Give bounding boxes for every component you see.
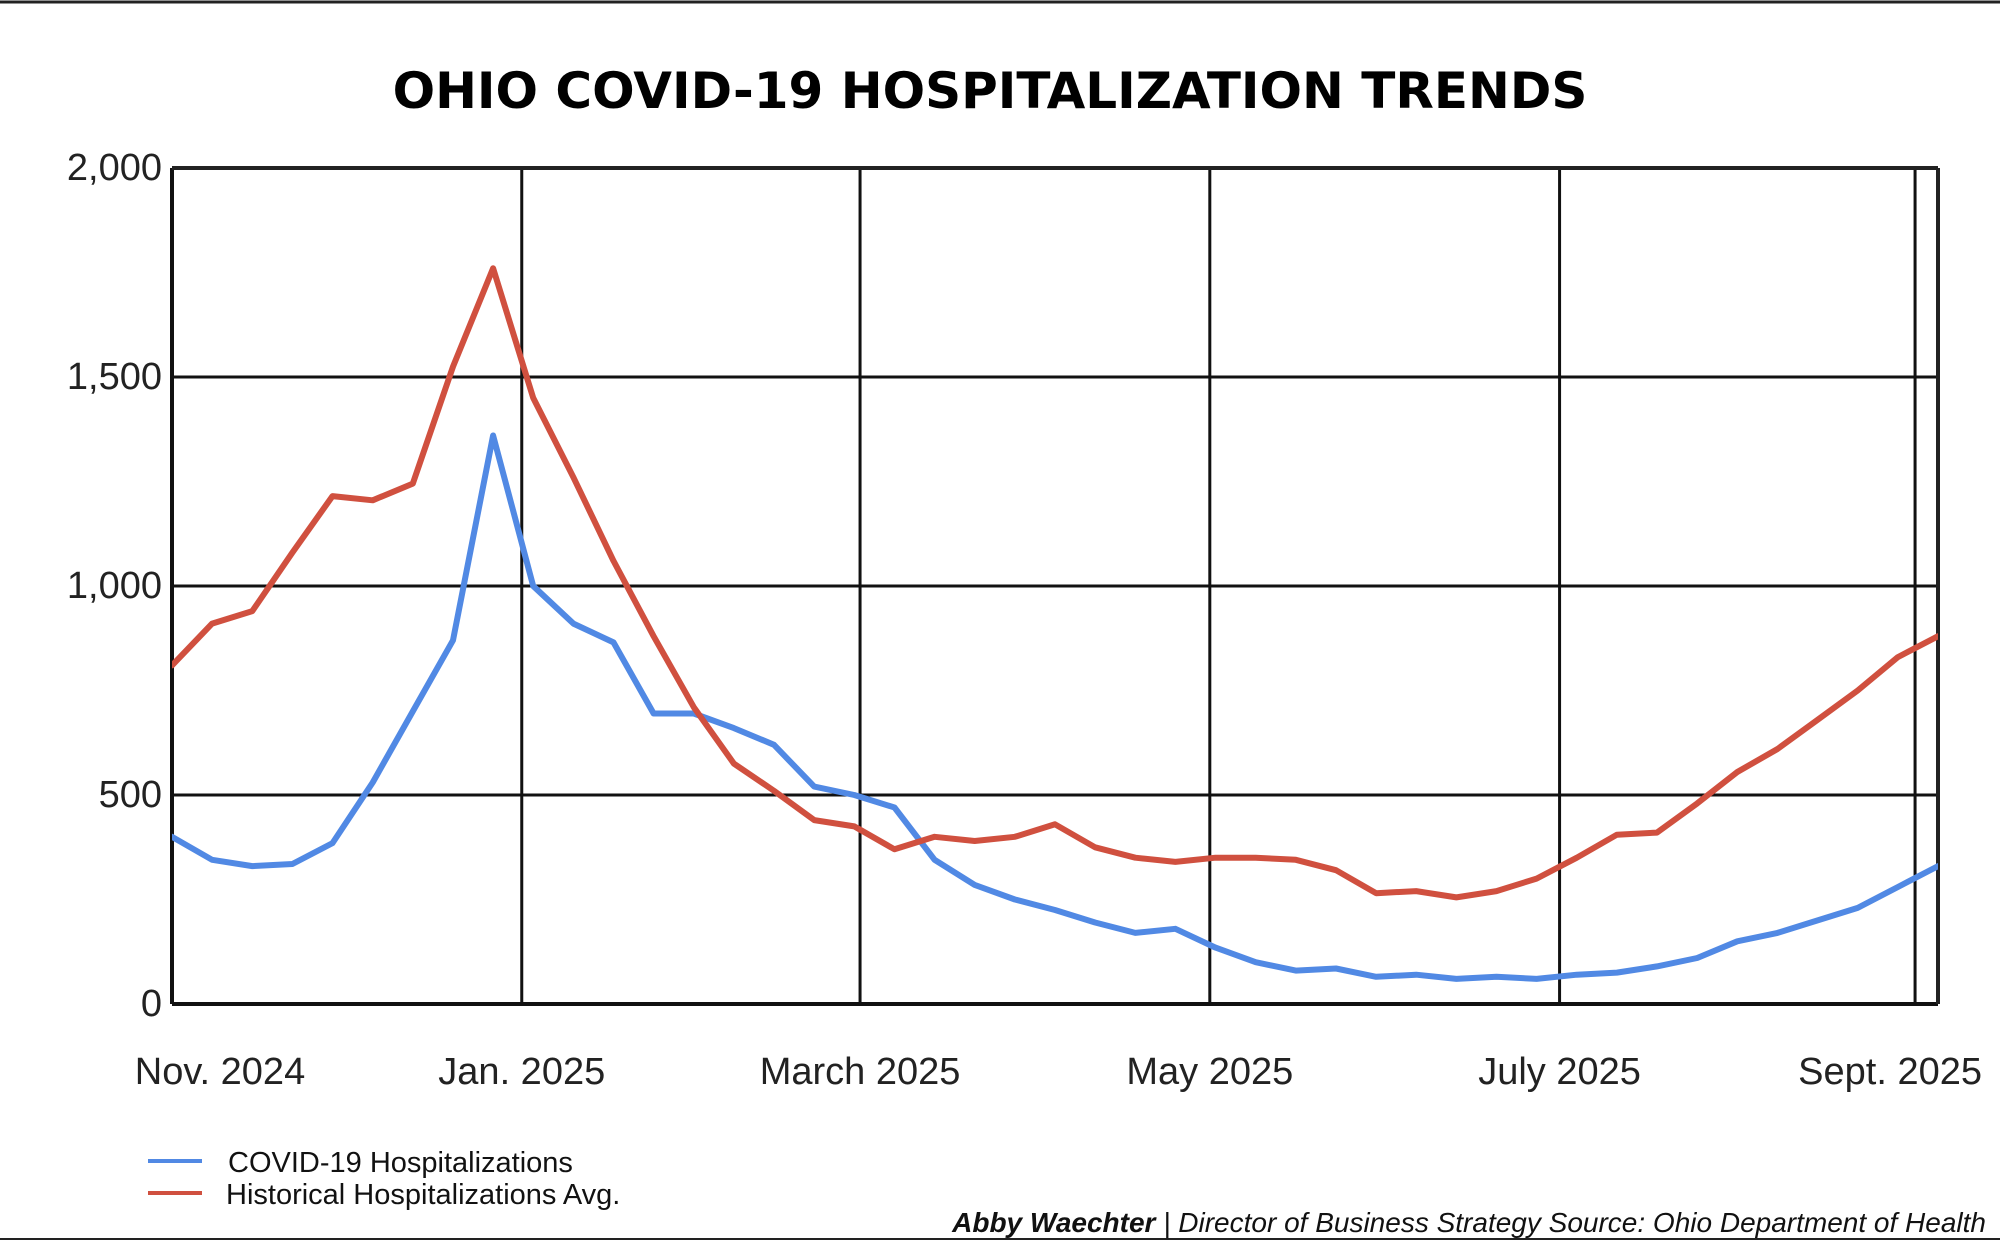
x-tick-label: Sept. 2025 (1798, 1051, 1982, 1093)
y-tick-label: 1,000 (67, 565, 162, 607)
credit-line: Abby Waechter | Director of Business Str… (951, 1207, 1986, 1238)
x-tick-label: Jan. 2025 (438, 1051, 605, 1093)
credit-text: | Director of Business Strategy Source: … (1155, 1207, 1986, 1238)
grid (170, 166, 1940, 1006)
y-tick-label: 1,500 (67, 356, 162, 398)
x-axis-ticks: Nov. 2024 Jan. 2025 March 2025 May 2025 July… (135, 1051, 1982, 1093)
x-tick-label: May 2025 (1126, 1051, 1293, 1093)
chart-title: OHIO COVID-19 HOSPITALIZATION TRENDS (393, 62, 1588, 120)
x-tick-label: Nov. 2024 (135, 1051, 305, 1093)
legend: COVID-19 Hospitalizations Historical Hos… (148, 1147, 620, 1211)
series-line-1 (172, 265, 1938, 901)
x-tick-label: March 2025 (760, 1051, 961, 1093)
legend-label-historical: Historical Hospitalizations Avg. (226, 1179, 620, 1211)
series-lines (172, 265, 1938, 982)
x-tick-label: July 2025 (1478, 1051, 1641, 1093)
series-line-0 (172, 432, 1938, 982)
legend-label-covid: COVID-19 Hospitalizations (228, 1147, 573, 1179)
credit-name: Abby Waechter (951, 1207, 1157, 1238)
y-axis-ticks: 2,000 1,500 1,000 500 0 (67, 147, 162, 1025)
y-tick-label: 0 (141, 983, 162, 1025)
y-tick-label: 500 (99, 774, 162, 816)
y-tick-label: 2,000 (67, 147, 162, 189)
